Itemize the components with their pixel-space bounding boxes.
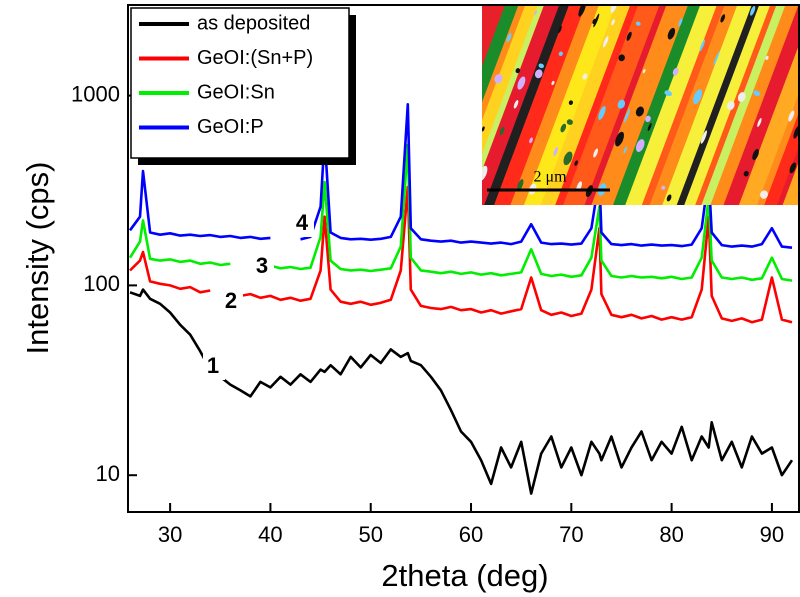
x-tick-label: 30 xyxy=(158,522,182,547)
annotation: 3 xyxy=(256,253,268,278)
x-tick-label: 70 xyxy=(559,522,583,547)
y-axis-title: Intensity (cps) xyxy=(20,162,55,355)
x-tick-label: 80 xyxy=(659,522,683,547)
y-tick-label: 10 xyxy=(96,461,120,486)
annotation: 1 xyxy=(207,353,219,378)
x-tick-label: 60 xyxy=(459,522,483,547)
x-tick-label: 90 xyxy=(760,522,784,547)
scale-bar-label: 2 μm xyxy=(533,169,567,186)
legend-label: as deposited xyxy=(197,12,310,34)
y-tick-label: 100 xyxy=(83,271,120,296)
annotation: 4 xyxy=(296,210,309,235)
x-tick-label: 50 xyxy=(358,522,382,547)
chart: 1 23 4 2 μm 30 40 50 60 70 80 90 10 100 1000 as deposi… xyxy=(0,0,800,597)
x-axis-title: 2theta (deg) xyxy=(381,558,548,593)
y-tick-label: 1000 xyxy=(71,81,120,106)
legend-label: GeOI:Sn xyxy=(197,81,275,103)
legend-label: GeOI:(Sn+P) xyxy=(197,47,313,69)
legend-label: GeOI:P xyxy=(197,116,264,138)
annotation: 2 xyxy=(225,288,237,313)
inset-image xyxy=(430,0,800,205)
x-tick-label: 40 xyxy=(258,522,282,547)
